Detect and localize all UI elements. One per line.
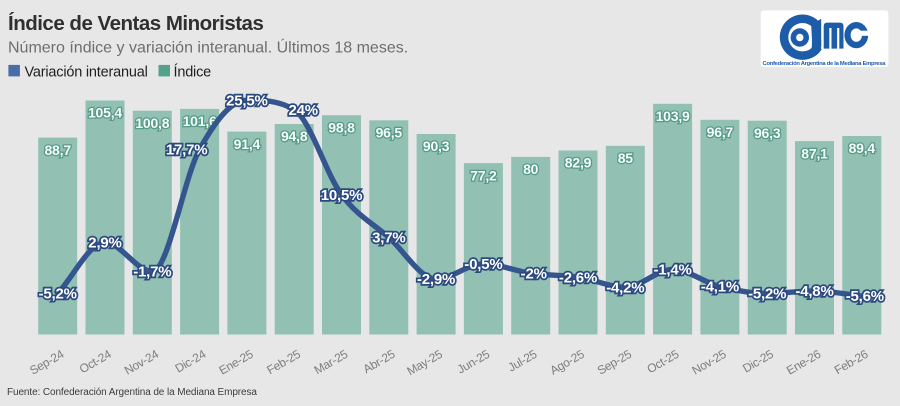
svg-text:Índice de Ventas Minoristas: Índice de Ventas Minoristas <box>8 12 263 35</box>
svg-text:10,5%: 10,5% <box>321 187 363 204</box>
svg-text:-5,2%: -5,2% <box>748 286 786 303</box>
svg-text:Confederación Argentina de la: Confederación Argentina de la Mediana Em… <box>763 61 887 67</box>
svg-text:87,1: 87,1 <box>801 145 828 161</box>
svg-text:Variación interanual: Variación interanual <box>25 64 148 80</box>
svg-text:-5,2%: -5,2% <box>39 286 77 303</box>
svg-text:101,6: 101,6 <box>183 113 217 129</box>
svg-text:25,5%: 25,5% <box>226 92 268 109</box>
svg-text:91,4: 91,4 <box>234 136 261 152</box>
svg-text:96,7: 96,7 <box>707 124 734 140</box>
svg-text:98,8: 98,8 <box>328 119 355 135</box>
svg-text:Fuente: Confederación Argentin: Fuente: Confederación Argentina de la Me… <box>7 387 257 398</box>
svg-text:94,8: 94,8 <box>281 128 308 144</box>
svg-text:24%: 24% <box>288 102 317 119</box>
svg-text:96,3: 96,3 <box>754 125 781 141</box>
svg-text:-2%: -2% <box>521 266 547 283</box>
svg-text:100,8: 100,8 <box>135 115 169 131</box>
svg-text:-5,6%: -5,6% <box>846 288 884 305</box>
svg-text:Índice: Índice <box>174 63 212 80</box>
svg-text:-2,9%: -2,9% <box>417 271 455 288</box>
svg-text:-4,2%: -4,2% <box>606 279 644 296</box>
svg-text:85: 85 <box>618 150 634 166</box>
svg-text:-1,7%: -1,7% <box>133 264 171 281</box>
svg-text:2,9%: 2,9% <box>88 235 121 252</box>
svg-text:-2,6%: -2,6% <box>559 269 597 286</box>
svg-text:Número índice y variación inte: Número índice y variación interanual. Úl… <box>8 38 408 57</box>
svg-text:-4,8%: -4,8% <box>795 283 833 300</box>
svg-text:90,3: 90,3 <box>423 138 450 154</box>
svg-text:96,5: 96,5 <box>376 125 403 141</box>
svg-text:77,2: 77,2 <box>470 167 497 183</box>
svg-text:82,9: 82,9 <box>565 155 592 171</box>
svg-text:-1,4%: -1,4% <box>654 262 692 279</box>
svg-text:-4,1%: -4,1% <box>701 279 739 296</box>
svg-text:17,7%: 17,7% <box>166 142 208 159</box>
svg-text:-0,5%: -0,5% <box>464 256 502 273</box>
svg-text:105,4: 105,4 <box>88 105 122 121</box>
svg-text:88,7: 88,7 <box>44 142 71 158</box>
svg-text:89,4: 89,4 <box>849 140 876 156</box>
svg-text:103,9: 103,9 <box>656 108 690 124</box>
svg-text:80: 80 <box>523 161 539 177</box>
svg-text:3,7%: 3,7% <box>372 230 405 247</box>
